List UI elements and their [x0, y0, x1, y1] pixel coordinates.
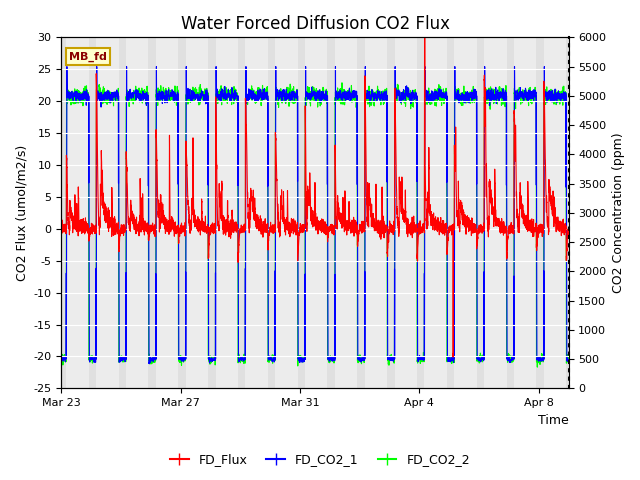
Bar — [186, 37, 208, 388]
Legend: FD_Flux, FD_CO2_1, FD_CO2_2: FD_Flux, FD_CO2_1, FD_CO2_2 — [165, 448, 475, 471]
X-axis label: Time: Time — [538, 414, 568, 427]
Bar — [544, 37, 566, 388]
Bar — [156, 37, 179, 388]
Text: MB_fd: MB_fd — [69, 51, 107, 61]
Bar — [335, 37, 357, 388]
Bar — [96, 37, 118, 388]
Y-axis label: CO2 Flux (umol/m2/s): CO2 Flux (umol/m2/s) — [15, 144, 28, 281]
Y-axis label: CO2 Concentration (ppm): CO2 Concentration (ppm) — [612, 132, 625, 293]
Bar — [365, 37, 387, 388]
Bar — [275, 37, 298, 388]
Bar — [67, 37, 89, 388]
Bar — [305, 37, 328, 388]
Bar — [216, 37, 238, 388]
Bar — [395, 37, 417, 388]
Bar — [484, 37, 506, 388]
Bar — [245, 37, 268, 388]
Title: Water Forced Diffusion CO2 Flux: Water Forced Diffusion CO2 Flux — [180, 15, 449, 33]
Bar — [126, 37, 148, 388]
Bar — [424, 37, 447, 388]
Bar — [514, 37, 536, 388]
Bar — [454, 37, 477, 388]
